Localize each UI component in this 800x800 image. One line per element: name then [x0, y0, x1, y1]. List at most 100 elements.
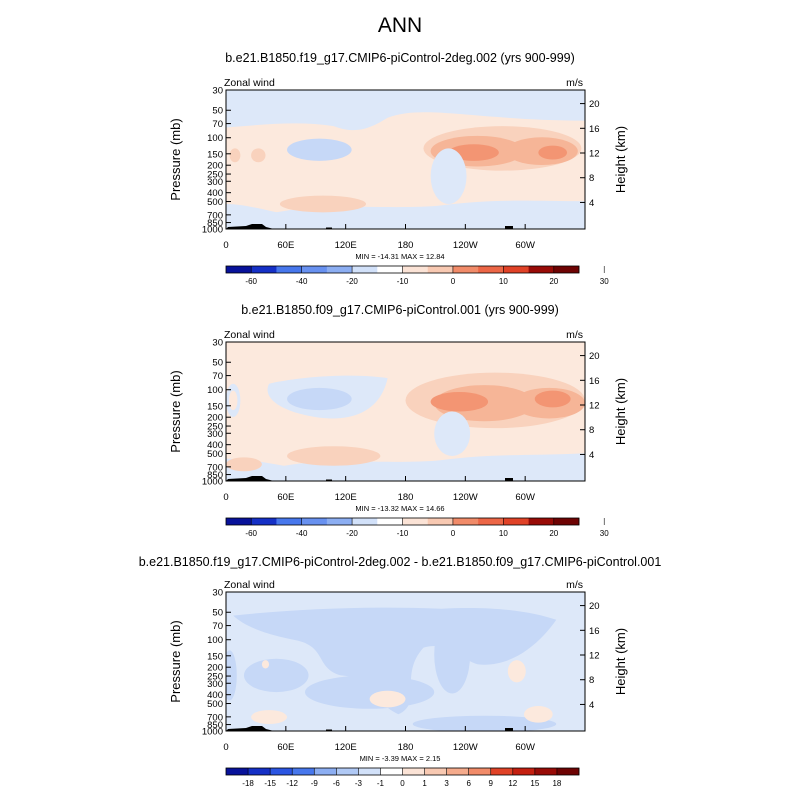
y2-tick-label: 16 [589, 376, 600, 387]
colorbar-box [326, 518, 353, 525]
contour-region [261, 660, 270, 669]
y-tick-label: 300 [207, 177, 223, 188]
colorbar-label: -15 [264, 779, 276, 788]
colorbar-label: -6 [333, 779, 341, 788]
x-tick-label: 60W [515, 492, 535, 503]
y2-tick-label: 4 [589, 700, 594, 711]
colorbar-label: 10 [499, 277, 508, 286]
x-tick-label: 120W [453, 742, 478, 753]
y-tick-label: 100 [207, 635, 223, 646]
colorbar-box [301, 518, 328, 525]
x-tick-label: 60W [515, 742, 535, 753]
colorbar-box [553, 518, 580, 525]
y2-tick-label: 12 [589, 149, 600, 160]
contour-region [507, 660, 526, 683]
y-tick-label: 700 [207, 462, 223, 473]
contour-field [226, 592, 585, 731]
contour-region [226, 457, 262, 472]
panel-subtitle: b.e21.B1850.f09_g17.CMIP6-piControl.001 … [241, 303, 559, 317]
colorbar-box [270, 768, 293, 775]
panel-1: b.e21.B1850.f19_g17.CMIP6-piControl-2deg… [168, 51, 628, 286]
panel-3: b.e21.B1850.f19_g17.CMIP6-piControl-2deg… [139, 555, 662, 788]
y2-tick-label: 20 [589, 351, 600, 362]
y-tick-label: 300 [207, 679, 223, 690]
contour-region [228, 390, 238, 411]
y2-tick-label: 20 [589, 601, 600, 612]
y-tick-label: 250 [207, 170, 223, 181]
topography [226, 726, 274, 731]
colorbar-box [377, 266, 403, 273]
colorbar-box [452, 266, 479, 273]
colorbar-label: 18 [552, 779, 561, 788]
y-tick-label: 1000 [202, 225, 223, 236]
y-axis-title: Pressure (mb) [168, 118, 183, 200]
y-tick-label: 100 [207, 133, 223, 144]
y-tick-label: 70 [212, 621, 223, 632]
x-tick-label: 60E [277, 492, 294, 503]
y-tick-label: 30 [212, 588, 223, 599]
colorbar-label: -40 [296, 529, 308, 538]
colorbar-box [301, 266, 328, 273]
variable-label: Zonal wind [224, 77, 275, 89]
colorbar-box [424, 768, 447, 775]
y-tick-label: 150 [207, 401, 223, 412]
contour-region [229, 148, 241, 163]
colorbar-label: 6 [466, 779, 471, 788]
colorbar-label: 20 [549, 529, 558, 538]
contour-region [226, 650, 237, 701]
y2-tick-label: 12 [589, 401, 600, 412]
colorbar-box [358, 768, 381, 775]
colorbar-box [503, 518, 529, 525]
contour-region [434, 615, 471, 694]
y-tick-label: 200 [207, 161, 223, 172]
panel-subtitle: b.e21.B1850.f19_g17.CMIP6-piControl-2deg… [225, 51, 575, 65]
colorbar-box [427, 266, 454, 273]
topography [505, 728, 513, 731]
y-tick-label: 150 [207, 651, 223, 662]
colorbar-label: -12 [286, 779, 298, 788]
colorbar-box [251, 518, 277, 525]
y2-axis-title: Height (km) [613, 378, 628, 445]
contour-region [534, 390, 571, 408]
x-tick-label: 0 [223, 240, 228, 251]
colorbar-box [352, 266, 378, 273]
y2-tick-label: 20 [589, 99, 600, 110]
contour-region [430, 148, 467, 204]
colorbar-label: 0 [451, 529, 456, 538]
x-tick-label: 120E [335, 240, 357, 251]
y-tick-label: 400 [207, 690, 223, 701]
colorbar-label: 20 [549, 277, 558, 286]
colorbar-box [276, 266, 302, 273]
topography [326, 227, 332, 229]
y-tick-label: 850 [207, 470, 223, 481]
x-tick-label: 120E [335, 742, 357, 753]
colorbar-box [292, 768, 315, 775]
contour-region [538, 145, 568, 160]
y-axis-title: Pressure (mb) [168, 620, 183, 702]
y2-tick-label: 12 [589, 651, 600, 662]
colorbar-box [402, 266, 429, 273]
colorbar-box [336, 768, 359, 775]
contour-region [226, 453, 585, 481]
colorbar-label: -10 [397, 277, 409, 286]
x-tick-label: 120W [453, 240, 478, 251]
y-tick-label: 200 [207, 663, 223, 674]
contour-field [226, 90, 585, 229]
y2-axis-title: Height (km) [613, 126, 628, 193]
y-tick-label: 300 [207, 429, 223, 440]
colorbar-box [446, 768, 469, 775]
y-tick-label: 150 [207, 149, 223, 160]
min-max-stats: MIN = -13.32 MAX = 14.66 [355, 504, 444, 513]
y2-tick-label: 8 [589, 425, 594, 436]
page-title: ANN [377, 14, 423, 37]
y-tick-label: 850 [207, 720, 223, 731]
min-max-stats: MIN = -3.39 MAX = 2.15 [360, 754, 441, 763]
colorbar-label: 12 [508, 779, 517, 788]
colorbar-label: 10 [499, 529, 508, 538]
y-tick-label: 500 [207, 449, 223, 460]
colorbar-box [226, 768, 249, 775]
contour-region [412, 715, 557, 731]
y-tick-label: 50 [212, 358, 223, 369]
colorbar-label: -60 [245, 277, 257, 286]
contour-region [243, 658, 309, 693]
